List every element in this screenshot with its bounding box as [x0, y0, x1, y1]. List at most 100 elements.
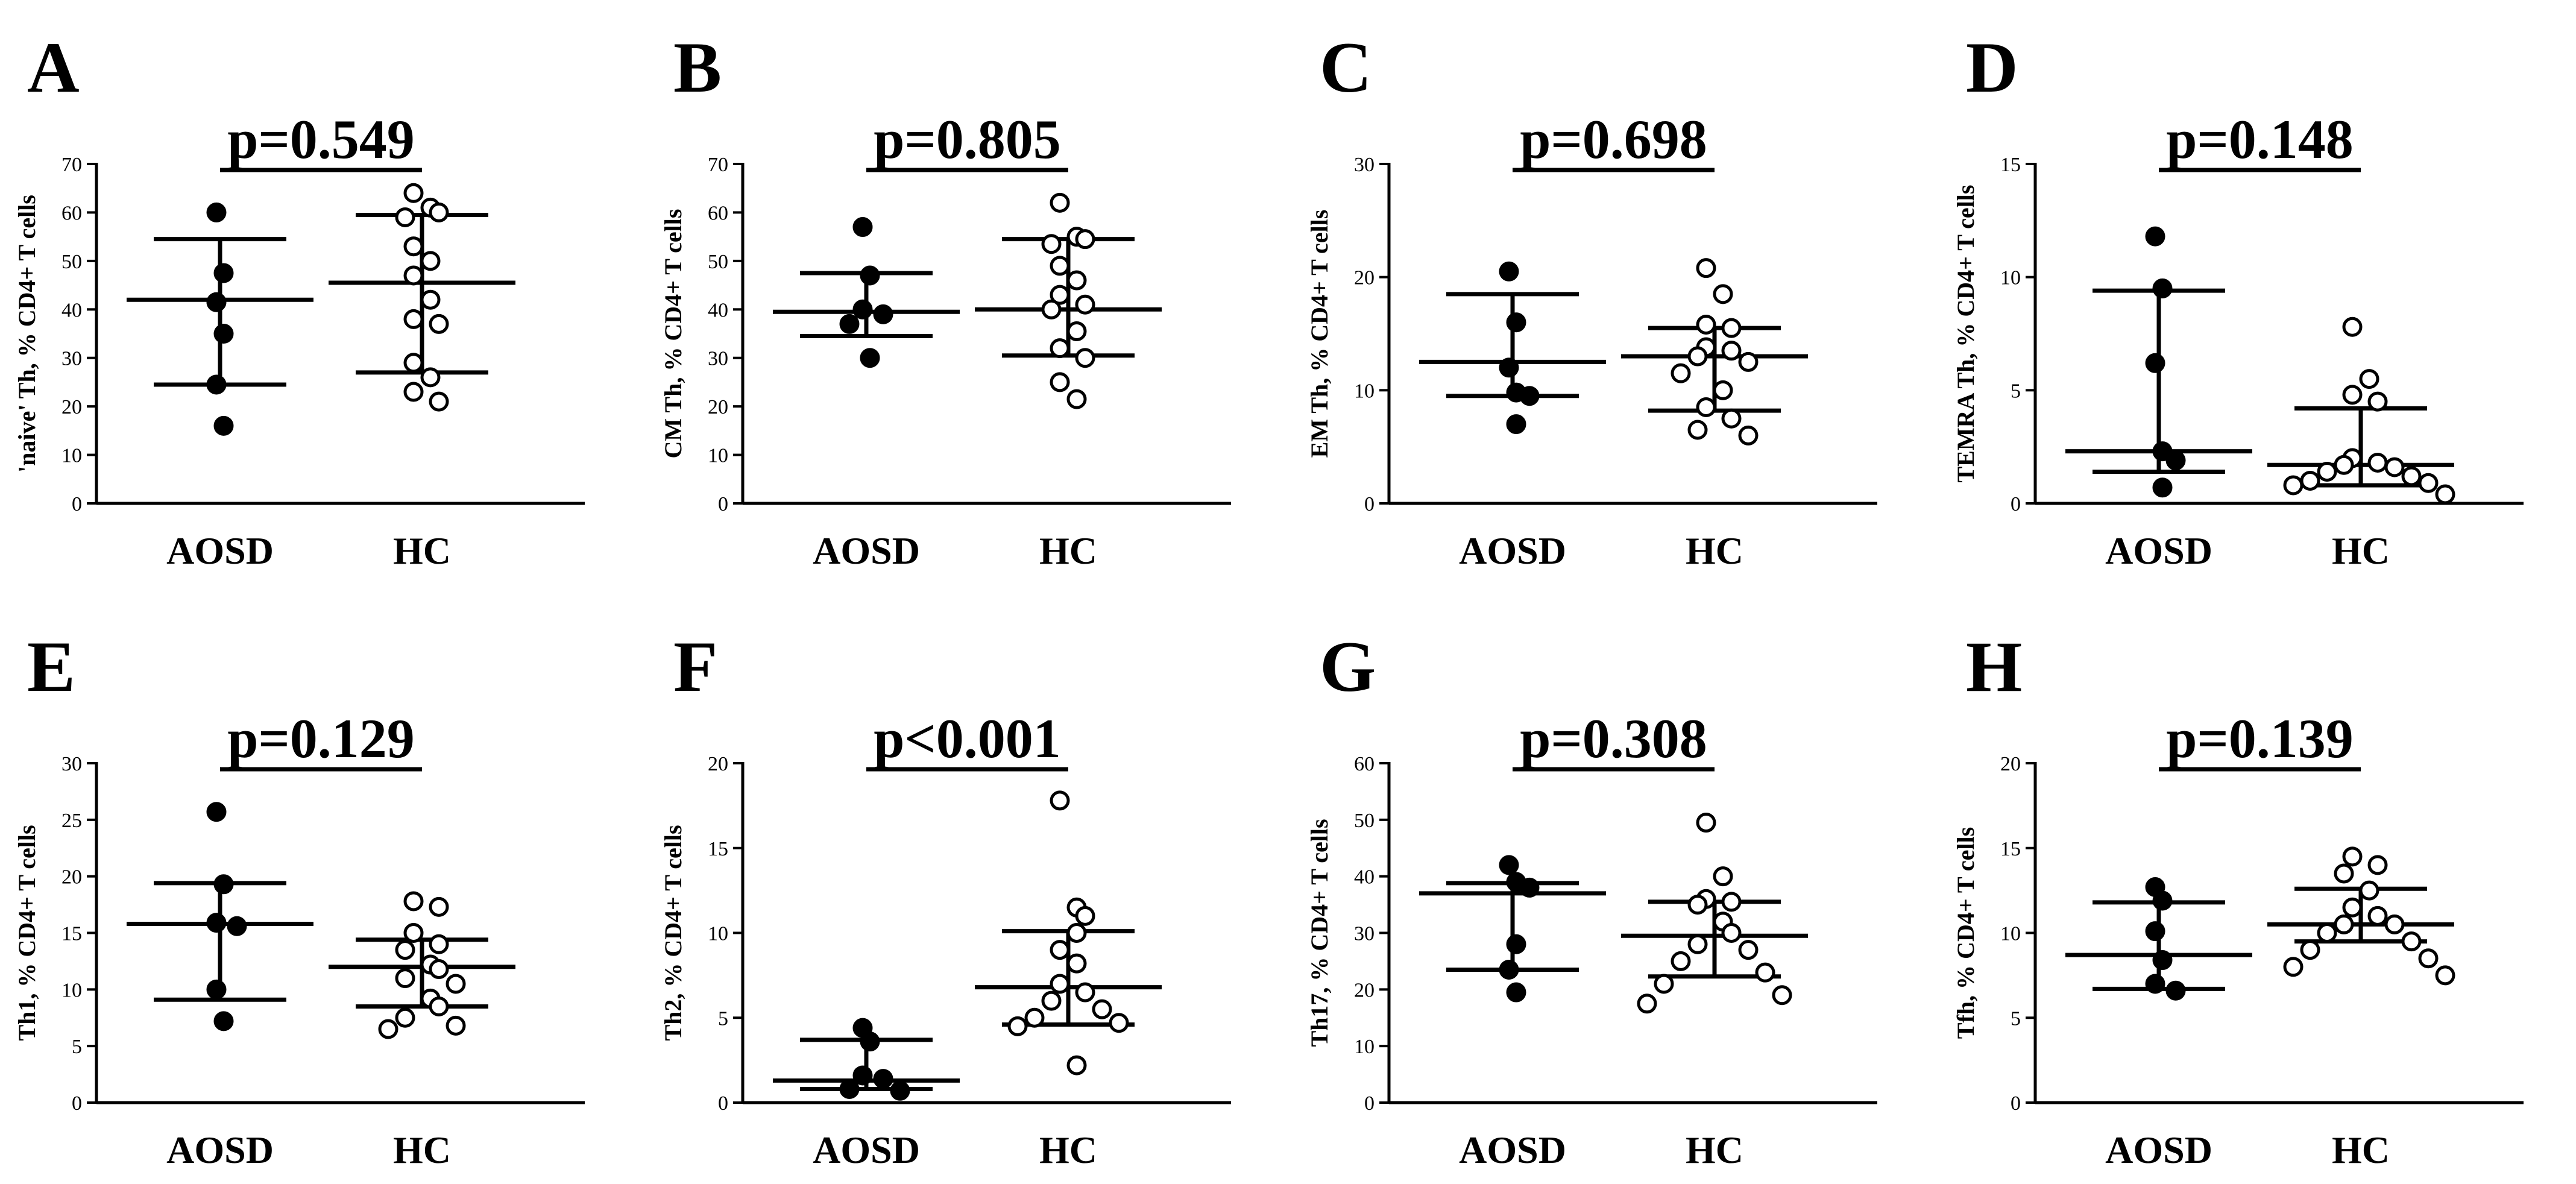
panel-d-hc-data-point	[2283, 475, 2304, 496]
panel-h-aosd-category-label: AOSD	[2105, 1129, 2212, 1171]
panel-g-hc-data-point	[1738, 940, 1759, 960]
panel-a-hc-data-point	[403, 265, 424, 286]
panel-h-y-tick-label: 0	[2011, 1092, 2021, 1115]
panel-d-y-tick-label: 0	[2011, 493, 2021, 515]
panel-e-hc-data-point	[395, 1007, 415, 1028]
panel-b-aosd-data-point	[852, 299, 873, 320]
panel-h-hc-data-point	[2300, 940, 2320, 960]
panel-c-y-tick-label: 0	[1364, 493, 1375, 515]
panel-g-p-value: p=0.308	[1520, 708, 1707, 769]
panel-c-hc-data-point	[1687, 346, 1708, 367]
panel-f-hc-data-point	[1092, 999, 1112, 1019]
panel-g-y-tick-label: 60	[1354, 753, 1375, 775]
panel-f-letter: F	[673, 626, 717, 707]
panel-c-hc-data-point	[1721, 318, 1742, 338]
panel-h-y-tick-label: 5	[2011, 1007, 2021, 1030]
panel-h-aosd-data-point	[2152, 890, 2173, 911]
panel-d-hc-data-point	[2300, 470, 2320, 491]
panel-a-hc-data-point	[403, 353, 424, 373]
panel-b-hc-category-label: HC	[1039, 529, 1097, 572]
panel-e-hc-data-point	[395, 940, 415, 960]
panel-g-hc-data-point	[1755, 962, 1775, 983]
panel-c-y-tick-label: 10	[1354, 380, 1375, 402]
panel-f-hc-data-point	[1041, 990, 1062, 1011]
panel-e-hc-data-point	[446, 974, 466, 994]
panel-e-aosd-data-point	[213, 874, 234, 895]
panel-e-hc-data-point	[429, 934, 449, 954]
panel-f-hc-data-point	[1050, 974, 1070, 994]
panel-f-aosd-data-point	[852, 1065, 873, 1086]
panel-a-y-tick-label: 50	[61, 251, 82, 273]
panel-d-y-tick-label: 15	[2000, 154, 2021, 176]
panel-d-y-tick-label: 10	[2000, 267, 2021, 289]
panel-d-hc-data-point	[2342, 316, 2363, 337]
panel-e: Ep=0.129 0 5 10 15 20 25 30 Th1, % CD4+ T cells A…	[13, 626, 585, 1171]
panel-a-hc-data-point	[429, 391, 449, 412]
panel-g-hc-data-point	[1713, 866, 1733, 887]
panel-a-y-axis-label: 'naive' Th, % CD4+ T cells	[13, 195, 40, 473]
panel-a-p-value: p=0.549	[227, 109, 415, 170]
panel-g-hc-data-point	[1696, 813, 1716, 833]
panel-b-hc-data-point	[1075, 229, 1095, 250]
panel-a-aosd-data-point	[213, 415, 234, 436]
panel-b: Bp=0.805 0 10 20 30 40 50 60 70 CM Th, % CD4+ T c…	[660, 27, 1231, 572]
panel-h-hc-category-label: HC	[2332, 1129, 2390, 1171]
panel-a-hc-data-point	[429, 202, 449, 222]
panel-e-y-tick-label: 20	[61, 866, 82, 889]
panel-g-y-tick-label: 30	[1354, 923, 1375, 945]
panel-b-hc-data-point	[1066, 389, 1087, 409]
panel-f-y-tick-label: 5	[718, 1007, 728, 1030]
panel-b-y-tick-label: 0	[718, 493, 728, 515]
panel-d-hc-data-point	[2317, 461, 2337, 482]
panel-d-p-value: p=0.148	[2166, 109, 2354, 170]
panel-g-letter: G	[1320, 626, 1376, 707]
panel-e-letter: E	[27, 626, 75, 707]
panel-a-hc-data-point	[403, 183, 424, 203]
panel-h-hc-data-point	[2367, 905, 2388, 926]
panel-f-y-tick-label: 10	[708, 923, 728, 945]
panel-e-y-tick-label: 25	[61, 810, 82, 832]
panel-h-aosd-data-point	[2145, 921, 2165, 942]
panel-f-hc-data-point	[1066, 1055, 1087, 1075]
panel-a-aosd-data-point	[213, 263, 234, 283]
panel-h-aosd-data-point	[2145, 974, 2165, 994]
panel-d-hc-data-point	[2384, 457, 2405, 477]
panel-e-y-axis-label: Th1, % CD4+ T cells	[13, 825, 40, 1041]
panel-h-p-value: p=0.139	[2166, 708, 2354, 769]
panel-g-y-tick-label: 20	[1354, 979, 1375, 1001]
panel-f-hc-data-point	[1066, 953, 1087, 974]
panel-b-hc-data-point	[1050, 285, 1070, 305]
panel-e-y-tick-label: 30	[61, 753, 82, 775]
panel-h-letter: H	[1966, 626, 2022, 707]
panel-a-letter: A	[27, 27, 80, 107]
panel-d-aosd-data-point	[2145, 226, 2165, 247]
panel-b-hc-data-point	[1050, 372, 1070, 392]
panel-a-hc-data-point	[403, 382, 424, 402]
panel-f-aosd-data-point	[873, 1069, 893, 1089]
panel-e-p-value: p=0.129	[227, 708, 415, 769]
panel-g-hc-data-point	[1687, 934, 1708, 954]
panel-e-aosd-data-point	[206, 802, 227, 822]
panel-e-aosd-data-point	[206, 913, 227, 933]
panel-g-hc-category-label: HC	[1686, 1129, 1743, 1171]
panel-g-aosd-data-point	[1506, 982, 1526, 1003]
panel-d-hc-data-point	[2342, 385, 2363, 405]
panel-d-hc-data-point	[2367, 391, 2388, 412]
panel-b-y-tick-label: 10	[708, 445, 728, 467]
panel-e-hc-data-point	[429, 896, 449, 917]
panel-a-y-tick-label: 30	[61, 348, 82, 370]
panel-g-aosd-data-point	[1499, 959, 1519, 980]
panel-c-hc-data-point	[1713, 284, 1733, 304]
panel-d-hc-data-point	[2418, 473, 2439, 493]
panel-f-hc-category-label: HC	[1039, 1129, 1097, 1171]
panel-e-y-tick-label: 5	[72, 1036, 82, 1058]
panel-d-hc-data-point	[2359, 369, 2379, 389]
panel-g-hc-data-point	[1671, 951, 1691, 971]
panel-c-hc-data-point	[1687, 420, 1708, 440]
panel-b-hc-data-point	[1050, 256, 1070, 276]
panel-e-y-tick-label: 10	[61, 979, 82, 1001]
panel-h-hc-data-point	[2367, 855, 2388, 875]
panel-h-y-tick-label: 20	[2000, 753, 2021, 775]
panel-h-hc-data-point	[2435, 965, 2455, 986]
panel-b-y-tick-label: 60	[708, 202, 728, 224]
